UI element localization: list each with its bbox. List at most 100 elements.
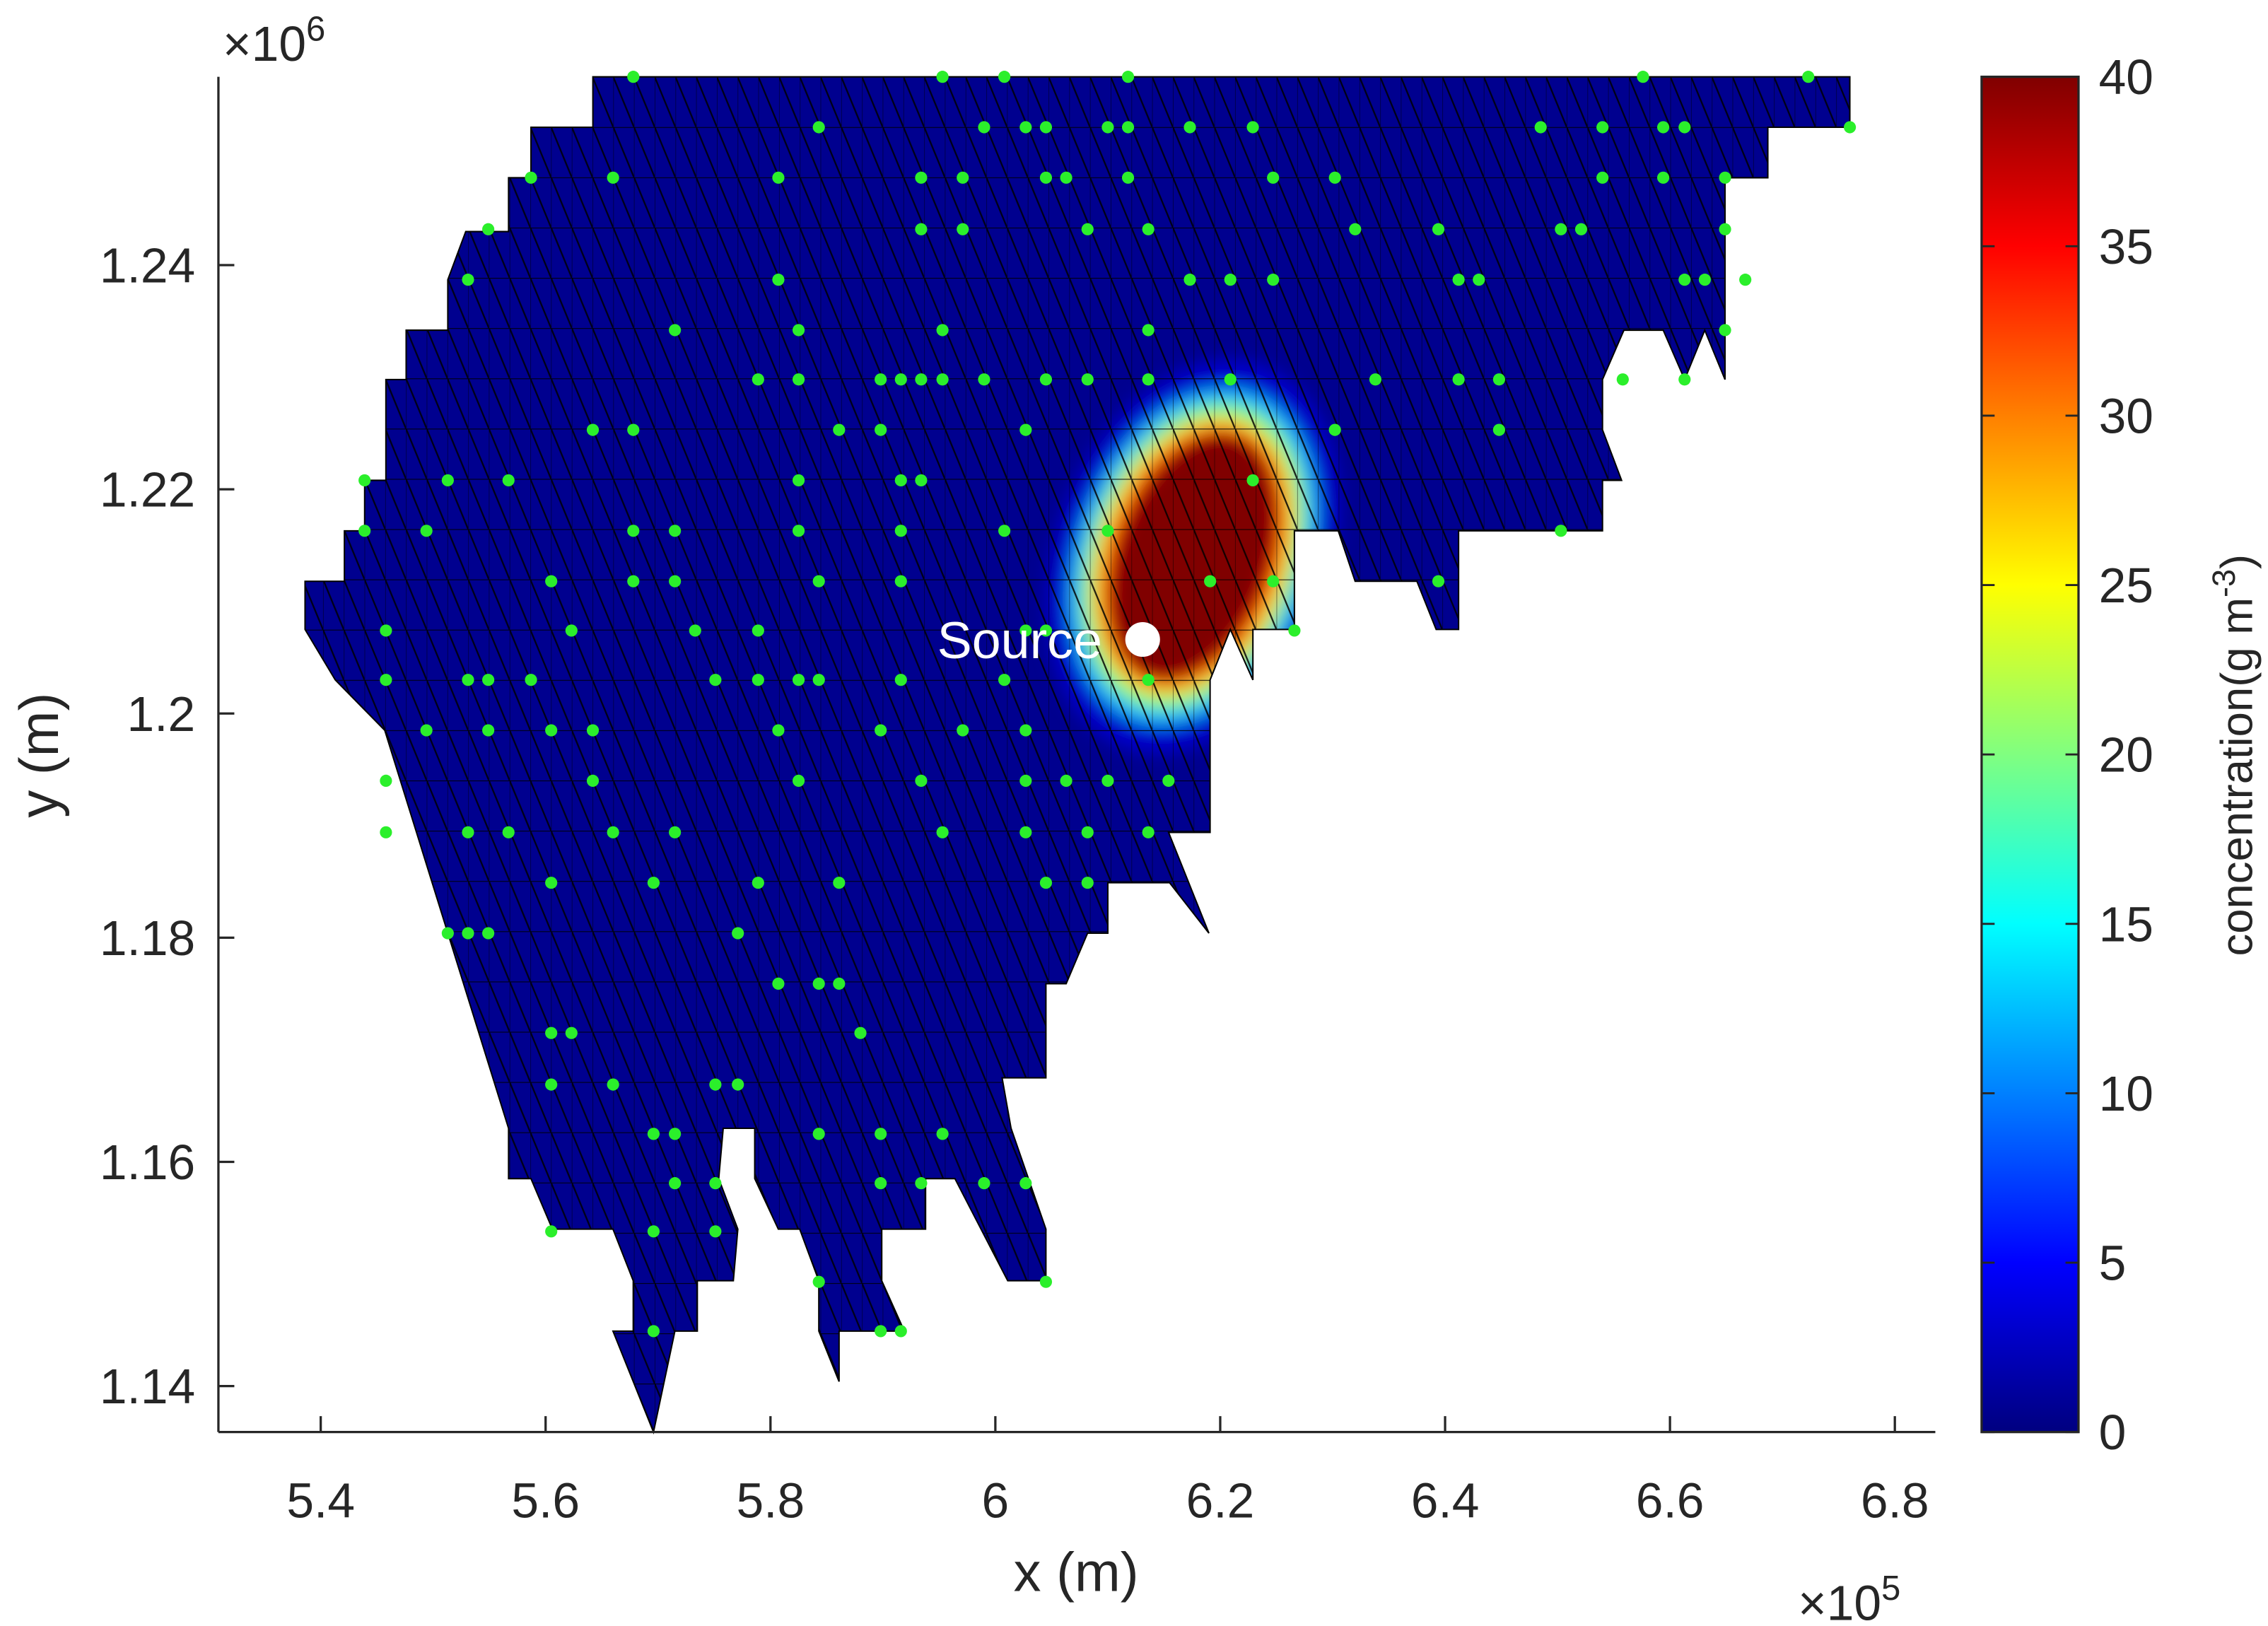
x-axis-label: x (m) bbox=[1014, 1543, 1139, 1603]
sensor bbox=[792, 525, 805, 537]
sensor bbox=[998, 525, 1011, 537]
sensor bbox=[1719, 223, 1731, 235]
x-tick-label: 5.4 bbox=[286, 1473, 355, 1528]
sensor bbox=[1039, 624, 1053, 637]
sensor bbox=[875, 423, 887, 436]
plot-area: Source bbox=[304, 71, 1857, 1435]
sensor bbox=[627, 423, 640, 436]
sensor bbox=[709, 1078, 722, 1091]
sensor bbox=[915, 474, 928, 487]
sensor bbox=[502, 474, 515, 487]
sensor bbox=[752, 674, 764, 686]
sensor bbox=[627, 525, 640, 537]
sensor bbox=[669, 324, 682, 337]
y-tick-label: 1.24 bbox=[100, 238, 195, 293]
sensor bbox=[1574, 223, 1588, 235]
sensor bbox=[586, 774, 600, 787]
sensor bbox=[1328, 423, 1341, 436]
sensor bbox=[1719, 171, 1731, 184]
colorbar-label-text: concentration(g m bbox=[2212, 597, 2262, 957]
colorbar-label: concentration(g m-3) bbox=[2206, 554, 2262, 957]
sensor bbox=[792, 373, 805, 386]
sensor bbox=[669, 525, 682, 537]
sensor bbox=[1019, 423, 1032, 436]
sensor bbox=[420, 724, 433, 737]
sensor bbox=[709, 1225, 722, 1238]
sensor bbox=[462, 927, 474, 940]
sensor bbox=[1081, 877, 1094, 889]
sensor bbox=[1162, 774, 1175, 787]
sensor bbox=[1843, 121, 1857, 134]
sensor bbox=[1101, 121, 1114, 134]
sensor bbox=[1267, 575, 1280, 587]
sensor bbox=[1637, 71, 1649, 83]
sensor bbox=[812, 121, 825, 134]
sensor bbox=[894, 575, 907, 587]
sensor bbox=[936, 826, 949, 838]
colorbar-tick-label: 30 bbox=[2099, 388, 2153, 443]
sensor bbox=[380, 624, 392, 637]
sensor bbox=[957, 223, 969, 235]
source-marker bbox=[1125, 622, 1160, 657]
sensor bbox=[380, 674, 392, 686]
sensor bbox=[1555, 223, 1567, 235]
sensor bbox=[1081, 373, 1094, 386]
y-tick-label: 1.22 bbox=[100, 462, 195, 517]
sensor bbox=[545, 1027, 558, 1039]
sensor bbox=[833, 977, 846, 990]
sensor bbox=[792, 324, 805, 337]
sensor bbox=[1555, 525, 1567, 537]
sensor bbox=[358, 474, 371, 487]
sensor bbox=[669, 575, 682, 587]
sensor bbox=[894, 525, 907, 537]
sensor bbox=[792, 674, 805, 686]
sensor bbox=[647, 1325, 660, 1338]
sensor bbox=[998, 674, 1011, 686]
x-tick-label: 6 bbox=[982, 1473, 1010, 1528]
sensor bbox=[709, 1177, 722, 1190]
sensor bbox=[772, 274, 785, 286]
sensor bbox=[1656, 171, 1670, 184]
sensor bbox=[812, 977, 825, 990]
sensor bbox=[669, 826, 682, 838]
sensor bbox=[1678, 121, 1691, 134]
sensor bbox=[772, 171, 785, 184]
sensor bbox=[669, 1128, 682, 1140]
sensor bbox=[752, 373, 764, 386]
sensor bbox=[894, 373, 907, 386]
sensor bbox=[936, 373, 949, 386]
x-multiplier: ×105 bbox=[1798, 1569, 1900, 1626]
sensor bbox=[1121, 71, 1135, 83]
sensor bbox=[1142, 373, 1155, 386]
sensor bbox=[875, 373, 887, 386]
sensor bbox=[1101, 774, 1114, 787]
sensor bbox=[1492, 373, 1505, 386]
sensor bbox=[420, 525, 433, 537]
colorbar-tick-label: 25 bbox=[2099, 558, 2153, 613]
x-tick-label: 6.4 bbox=[1411, 1473, 1480, 1528]
sensor bbox=[1739, 274, 1752, 286]
sensor bbox=[812, 1275, 825, 1288]
sensor bbox=[978, 373, 990, 386]
sensor bbox=[482, 674, 495, 686]
sensor bbox=[545, 1225, 558, 1238]
sensor bbox=[1616, 373, 1629, 386]
sensor bbox=[812, 575, 825, 587]
y-tick-label: 1.18 bbox=[100, 911, 195, 966]
sensor bbox=[1204, 575, 1217, 587]
sensor bbox=[1183, 274, 1196, 286]
x-tick-label: 5.8 bbox=[736, 1473, 805, 1528]
sensor bbox=[462, 674, 474, 686]
sensor bbox=[565, 1027, 578, 1039]
sensor bbox=[915, 1177, 928, 1190]
sensor bbox=[627, 71, 640, 83]
sensor bbox=[752, 624, 764, 637]
mesh-lines bbox=[304, 76, 1851, 1435]
sensor bbox=[545, 1078, 558, 1091]
x-tick-label: 6.2 bbox=[1186, 1473, 1255, 1528]
colorbar-tick-label: 5 bbox=[2099, 1236, 2127, 1291]
sensor bbox=[502, 826, 515, 838]
x-tick-label: 6.6 bbox=[1636, 1473, 1705, 1528]
sensor bbox=[545, 575, 558, 587]
sensor bbox=[586, 724, 600, 737]
